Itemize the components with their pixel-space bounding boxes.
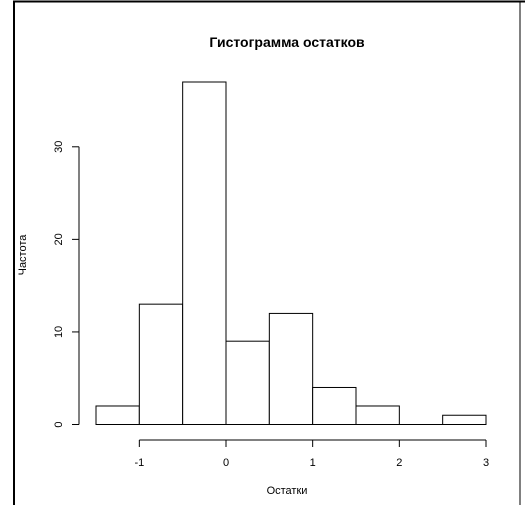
y-tick-label: 30 (53, 141, 65, 153)
chart-title: Гистограмма остатков (209, 34, 365, 50)
histogram-bar (312, 386, 357, 425)
histogram-bar (268, 312, 314, 425)
histogram-bar (442, 414, 487, 426)
x-axis-label: Остатки (267, 485, 308, 497)
x-tick-label: 0 (223, 457, 229, 469)
y-tick-label: 20 (53, 233, 65, 245)
x-axis: -1 0 1 2 3 (134, 439, 489, 469)
histogram-bar (225, 340, 270, 425)
histogram-bar (138, 303, 184, 426)
y-axis: 0 10 20 30 (53, 141, 80, 428)
x-tick-label: 1 (310, 457, 316, 469)
y-tick-label: 10 (53, 326, 65, 338)
histogram-bar (95, 405, 140, 425)
x-tick-label: 3 (483, 457, 489, 469)
histogram-bar (355, 405, 400, 425)
histogram-bars (95, 81, 487, 426)
y-axis-label: Частота (17, 234, 29, 276)
x-tick-label: 2 (396, 457, 402, 469)
y-tick-label: 0 (53, 421, 65, 427)
histogram-bar (182, 81, 227, 425)
x-tick-label: -1 (134, 457, 144, 469)
